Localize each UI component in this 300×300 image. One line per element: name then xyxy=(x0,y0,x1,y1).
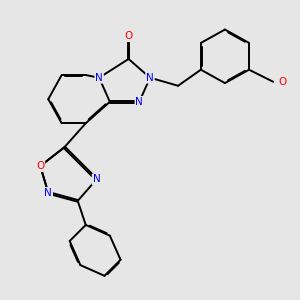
Text: O: O xyxy=(36,161,44,171)
Text: N: N xyxy=(44,188,52,198)
Text: N: N xyxy=(95,73,103,83)
Text: N: N xyxy=(135,97,143,107)
Text: O: O xyxy=(124,31,133,41)
Text: N: N xyxy=(93,174,100,184)
Text: O: O xyxy=(278,77,286,87)
Text: N: N xyxy=(146,73,154,83)
